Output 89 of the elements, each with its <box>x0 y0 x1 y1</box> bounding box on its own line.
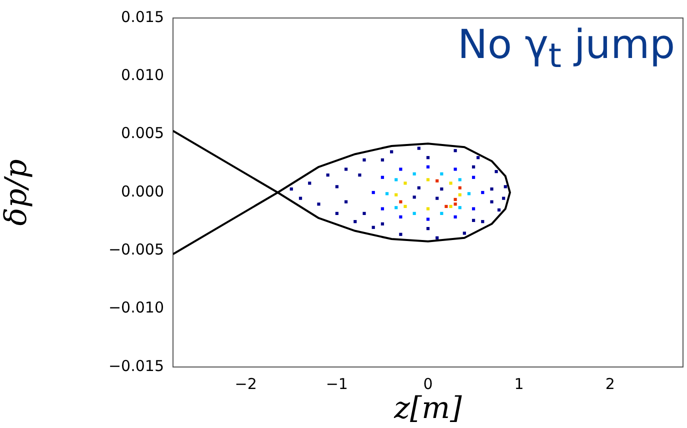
point <box>502 196 506 200</box>
x-tick-label: −2 <box>234 374 257 393</box>
point <box>394 178 398 182</box>
point <box>436 179 439 182</box>
point <box>412 212 416 215</box>
point <box>494 170 498 174</box>
point <box>490 187 494 191</box>
point <box>380 158 384 162</box>
y-tick-label: 0.015 <box>121 8 164 26</box>
point <box>440 172 444 176</box>
point <box>308 182 312 185</box>
point <box>390 150 394 154</box>
point <box>454 168 457 171</box>
point <box>444 204 448 208</box>
x-tick-label: 1 <box>514 374 524 393</box>
point <box>449 182 452 185</box>
point <box>412 172 416 176</box>
point <box>426 207 430 210</box>
point <box>426 218 430 221</box>
point <box>454 149 457 152</box>
point <box>344 168 348 171</box>
point <box>436 196 439 200</box>
y-tick-label: −0.005 <box>108 240 164 259</box>
point <box>454 198 457 202</box>
y-tick-label: 0.000 <box>121 182 164 200</box>
point <box>404 204 407 208</box>
point <box>326 173 330 177</box>
point <box>458 186 462 190</box>
point <box>290 187 293 191</box>
point <box>481 190 484 194</box>
point <box>472 207 476 210</box>
point <box>399 215 402 218</box>
point <box>358 173 362 177</box>
point <box>380 176 384 179</box>
point <box>462 232 466 235</box>
point <box>458 193 462 196</box>
point <box>426 165 430 168</box>
point <box>380 222 384 226</box>
point <box>476 156 480 160</box>
point <box>458 206 462 210</box>
point <box>436 236 439 240</box>
point <box>504 185 507 188</box>
point <box>385 192 389 196</box>
point <box>426 178 430 182</box>
x-tick-label: 0 <box>423 374 433 393</box>
y-tick-label: 0.010 <box>121 66 164 84</box>
point <box>412 196 416 199</box>
point <box>399 232 402 236</box>
point <box>372 190 375 194</box>
point <box>317 202 320 206</box>
point <box>394 193 398 196</box>
point <box>362 212 366 215</box>
point <box>472 176 476 179</box>
point <box>458 178 462 182</box>
point <box>454 215 457 218</box>
y-tick-label: −0.010 <box>108 298 164 317</box>
point <box>298 196 302 200</box>
x-axis-title: z[m] <box>393 390 462 426</box>
point <box>404 182 407 185</box>
point <box>467 192 471 196</box>
point <box>380 207 384 210</box>
point <box>372 226 375 229</box>
point <box>449 204 452 208</box>
point <box>335 212 338 215</box>
point <box>490 200 494 204</box>
point <box>344 200 348 204</box>
point <box>354 220 357 224</box>
point <box>417 186 420 190</box>
point <box>472 165 476 168</box>
annotation: No γ$_{t}$ jump <box>458 22 675 75</box>
point <box>472 218 476 222</box>
point <box>454 202 457 206</box>
x-tick-label: 2 <box>605 374 615 393</box>
x-tick-label: −1 <box>326 374 348 393</box>
point <box>440 187 444 191</box>
point <box>426 227 430 230</box>
point <box>417 146 420 150</box>
point <box>481 220 484 224</box>
point <box>394 206 398 210</box>
point <box>399 200 402 204</box>
point <box>335 185 338 188</box>
y-tick-label: −0.015 <box>108 356 164 375</box>
point <box>362 158 366 162</box>
point <box>426 156 430 160</box>
point <box>497 208 501 212</box>
y-axis-title: δp/p <box>0 159 34 226</box>
point <box>440 212 444 215</box>
point <box>399 168 402 171</box>
y-tick-label: 0.005 <box>121 124 164 142</box>
